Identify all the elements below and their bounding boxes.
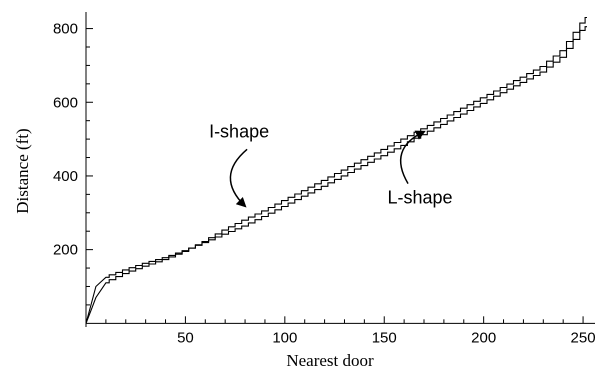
x-tick-label: 150	[372, 329, 397, 346]
annotation-label: I-shape	[209, 121, 269, 141]
x-tick-label: 50	[177, 329, 194, 346]
annotation-arrow	[399, 130, 426, 184]
x-axis-label: Nearest door	[286, 351, 374, 370]
y-tick-label: 200	[53, 242, 78, 259]
x-tick-label: 200	[471, 329, 496, 346]
plot-area	[85, 16, 587, 324]
axes: 50 100 150 200 250 200 400 600 800	[53, 12, 596, 346]
y-tick-label: 800	[53, 21, 78, 38]
annotation-label: L-shape	[388, 188, 453, 208]
y-tick-label: 600	[53, 94, 78, 111]
x-tick-label: 100	[272, 329, 297, 346]
series-l-shape-line	[85, 16, 587, 324]
annotation-arrow	[229, 148, 248, 208]
x-tick-label: 250	[571, 329, 596, 346]
y-axis-label: Distance (ft)	[13, 128, 32, 213]
y-tick-label: 400	[53, 168, 78, 185]
annotations: I-shape L-shape	[209, 121, 452, 207]
series-i-shape-line	[85, 26, 587, 324]
